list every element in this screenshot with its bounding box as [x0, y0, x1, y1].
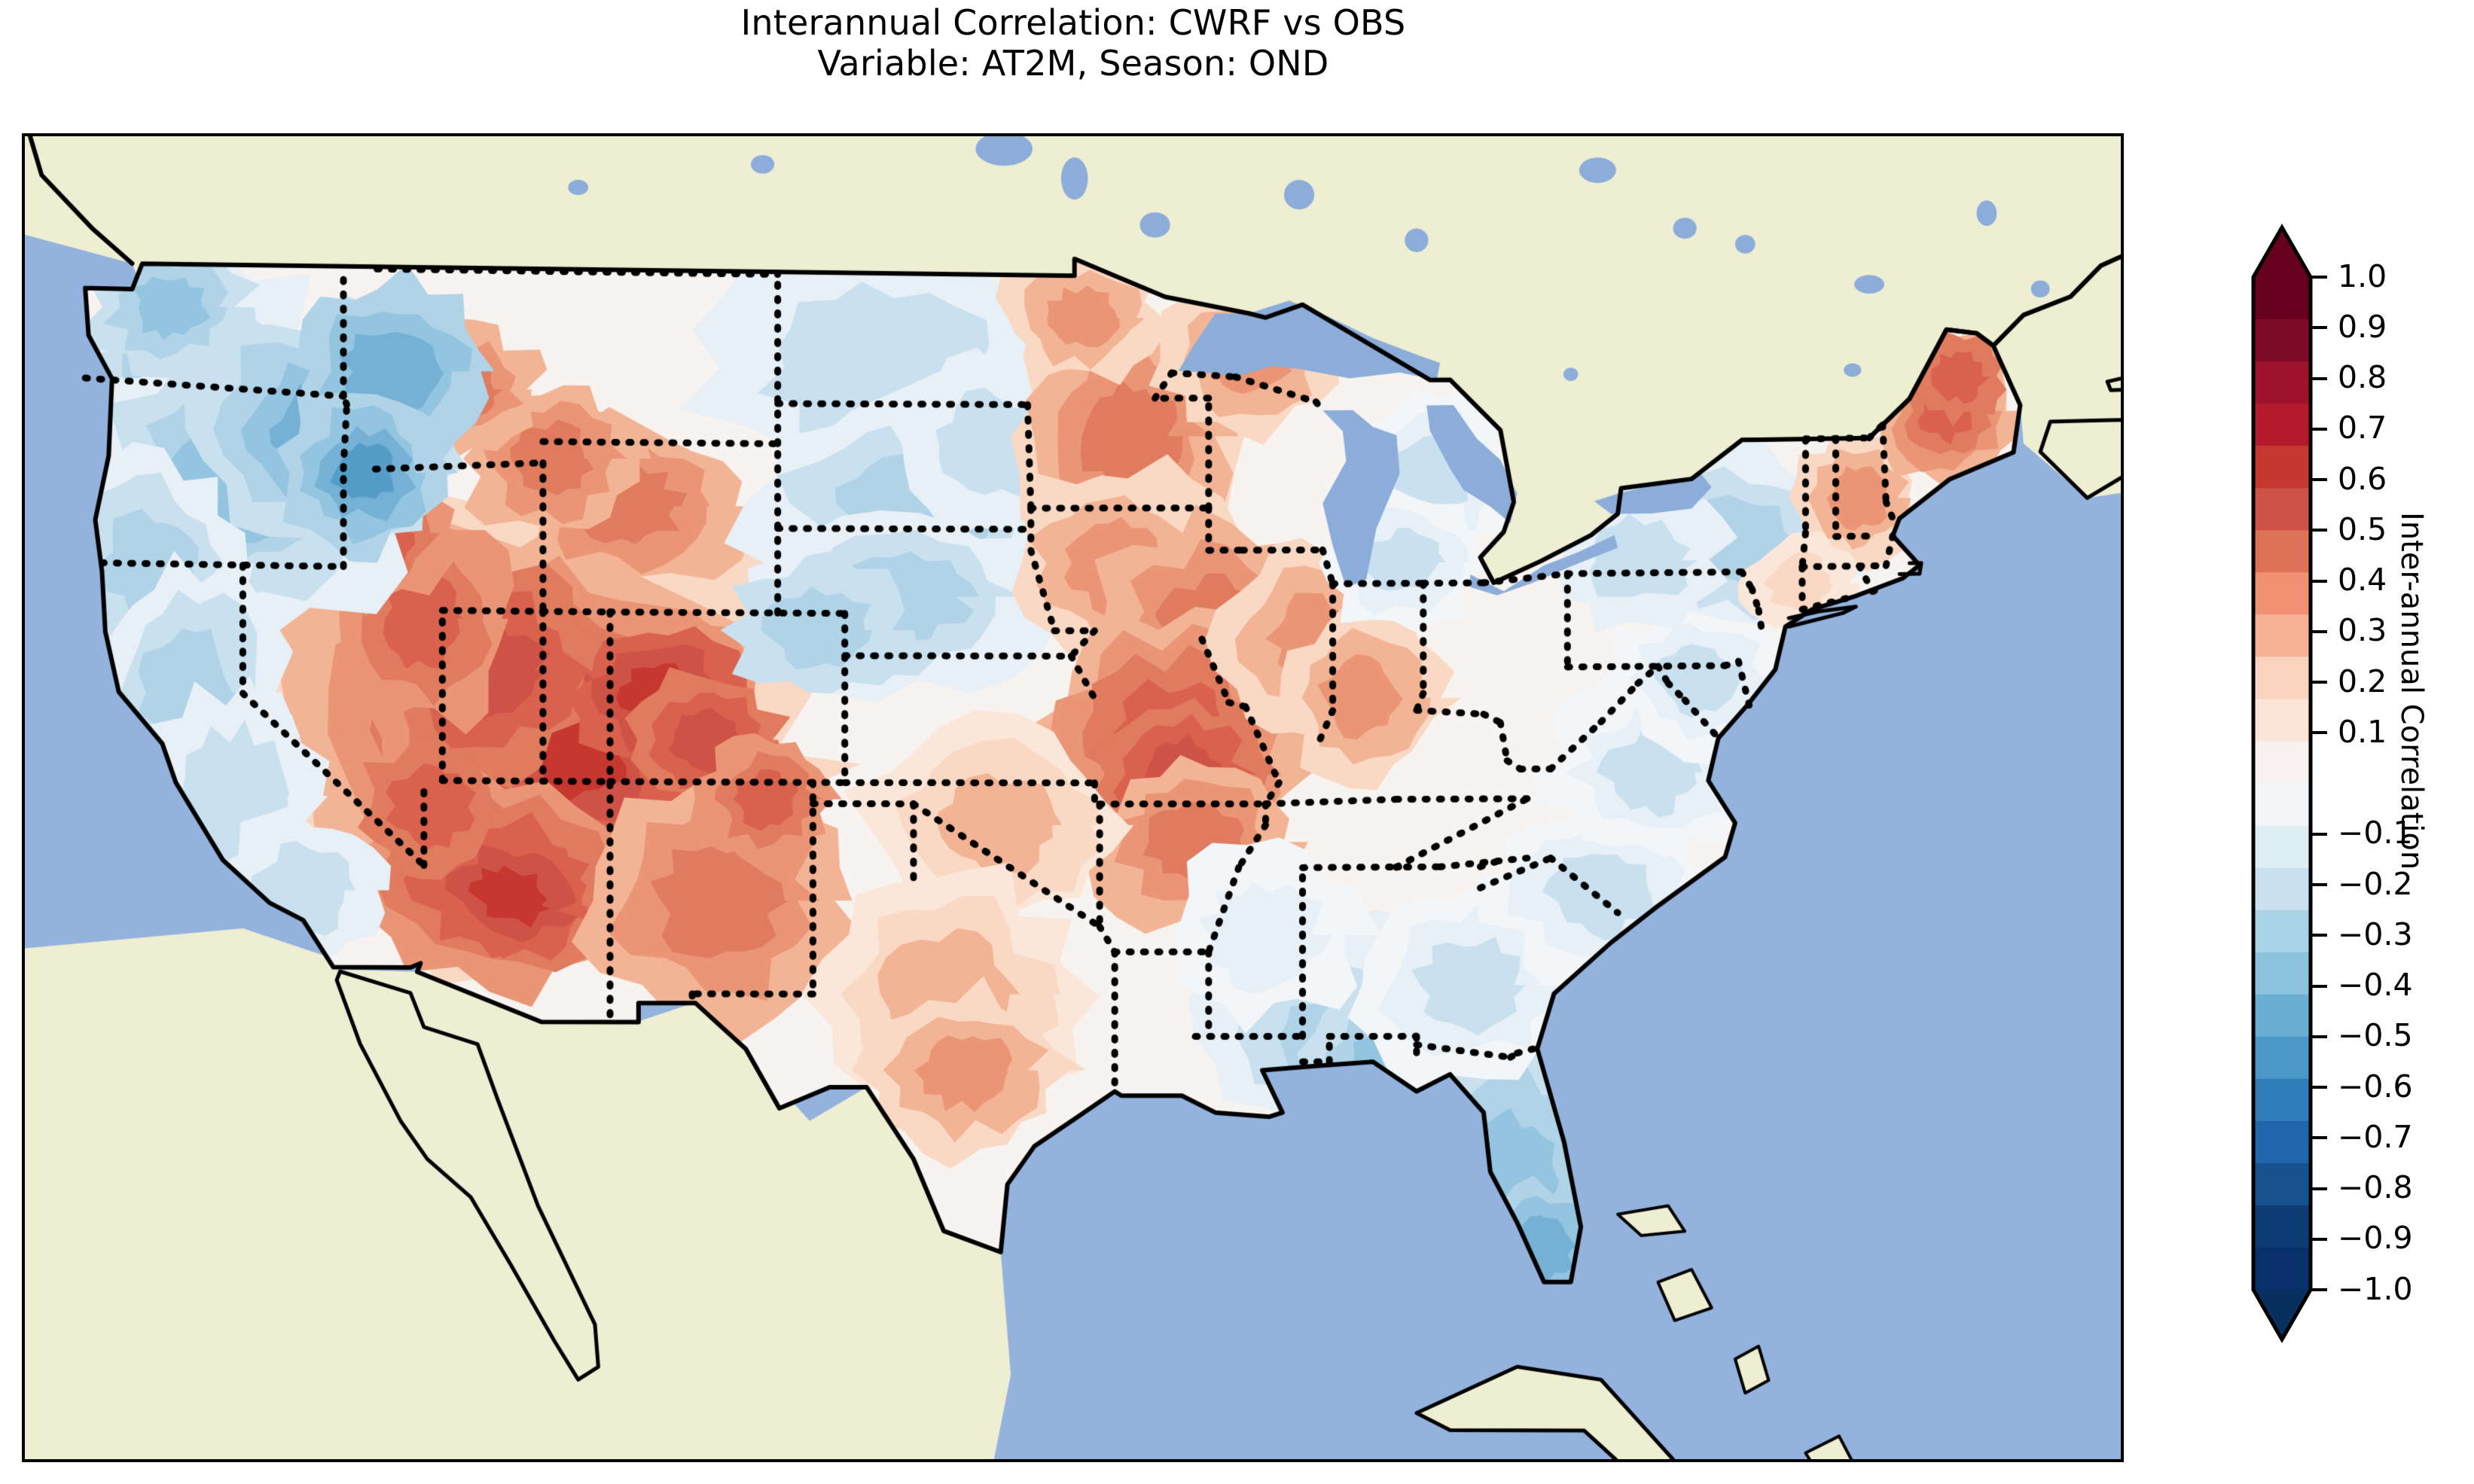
colorbar-tick-label: −0.7 — [2338, 1118, 2413, 1155]
colorbar-tick-label: 0.3 — [2338, 612, 2387, 649]
colorbar-tick-mark — [2311, 427, 2327, 431]
colorbar-tick-mark — [2311, 681, 2327, 684]
colorbar: 1.0 0.9 0.8 0.7 0.6 — [2241, 223, 2474, 1370]
colorbar-tick-mark — [2311, 731, 2327, 735]
title-line-2: Variable: AT2M, Season: OND — [817, 42, 1329, 84]
colorbar-tick-mark — [2311, 934, 2327, 937]
colorbar-tick-label: −1.0 — [2338, 1270, 2413, 1307]
colorbar-tick-label: 0.7 — [2338, 410, 2387, 446]
colorbar-tick-mark — [2311, 529, 2327, 532]
colorbar-tick-mark — [2311, 1136, 2327, 1140]
colorbar-tick-mark — [2311, 1086, 2327, 1089]
colorbar-tick-mark — [2311, 478, 2327, 481]
colorbar-tick-mark — [2311, 376, 2327, 380]
colorbar-tick-label: −0.3 — [2338, 916, 2413, 952]
colorbar-tick-label: −0.2 — [2338, 865, 2413, 902]
colorbar-tick-label: −0.4 — [2338, 967, 2413, 1003]
colorbar-tick-mark — [2311, 883, 2327, 886]
colorbar-tick-mark — [2311, 1035, 2327, 1038]
colorbar-tick-label: 1.0 — [2338, 257, 2387, 294]
colorbar-tick-label: 0.8 — [2338, 359, 2387, 395]
colorbar-tick-label: −0.6 — [2338, 1068, 2413, 1105]
colorbar-tick-mark — [2311, 984, 2327, 988]
colorbar-tick-label: 0.2 — [2338, 663, 2387, 699]
colorbar-tick-label: 0.1 — [2338, 713, 2387, 750]
colorbar-tick-label: 0.9 — [2338, 308, 2387, 345]
colorbar-tick-mark — [2311, 1237, 2327, 1241]
colorbar-swatches — [2251, 223, 2313, 1344]
colorbar-tick-list: 1.0 0.9 0.8 0.7 0.6 — [2311, 261, 2461, 1304]
colorbar-tick-label: −0.8 — [2338, 1169, 2413, 1205]
colorbar-tick-label: 0.6 — [2338, 460, 2387, 497]
colorbar-tick-mark — [2311, 832, 2327, 836]
colorbar-tick-label: 0.5 — [2338, 510, 2387, 547]
correlation-heatmap-canvas — [25, 136, 2121, 1459]
colorbar-tick-mark — [2311, 1187, 2327, 1190]
colorbar-tick-mark — [2311, 276, 2327, 279]
colorbar-tick-label: −0.5 — [2338, 1017, 2413, 1054]
colorbar-tick-mark — [2311, 326, 2327, 330]
chart-title: Interannual Correlation: CWRF vs OBS Var… — [0, 2, 2146, 84]
colorbar-tick-mark — [2311, 579, 2327, 583]
map-plot-area — [22, 133, 2124, 1462]
colorbar-tick-mark — [2311, 629, 2327, 633]
colorbar-tick-label: −0.9 — [2338, 1220, 2413, 1257]
colorbar-tick-label: 0.4 — [2338, 562, 2387, 598]
colorbar-tick-label: −0.1 — [2338, 815, 2413, 852]
colorbar-axis-label: Inter-annual Correlation — [2394, 512, 2429, 870]
colorbar-tick-mark — [2311, 1288, 2327, 1291]
title-line-1: Interannual Correlation: CWRF vs OBS — [740, 2, 1406, 43]
